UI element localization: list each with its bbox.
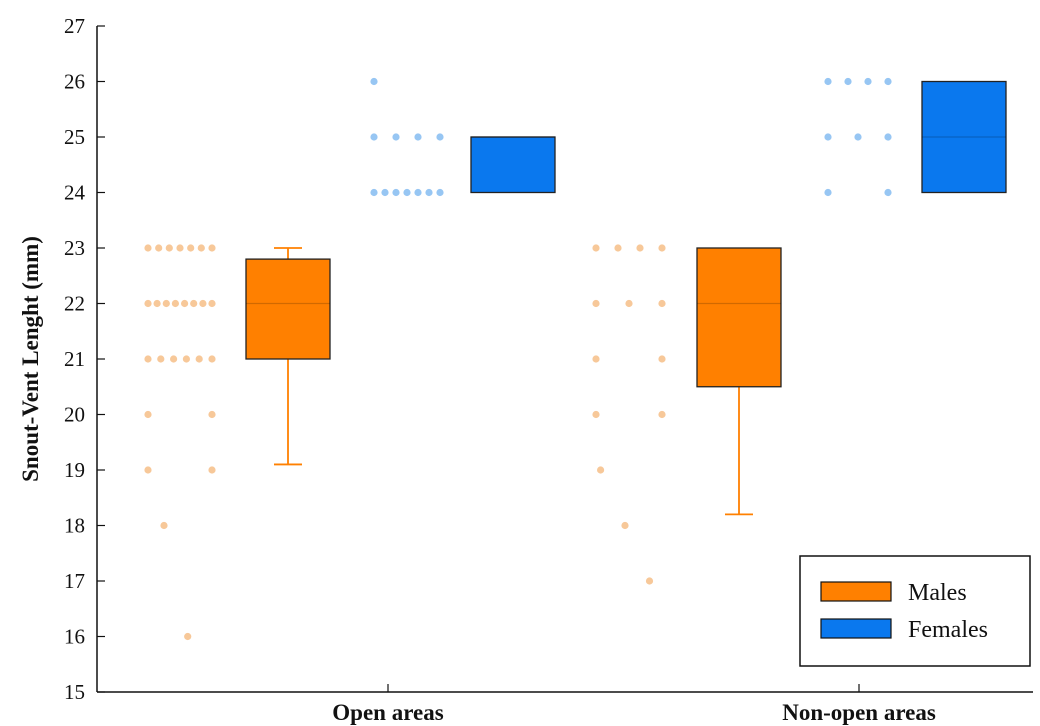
male-data-point <box>181 299 189 308</box>
female-data-point <box>884 77 892 86</box>
female-data-point <box>370 77 378 86</box>
male-data-point <box>144 355 152 363</box>
male-box <box>245 258 331 360</box>
female-data-point <box>436 133 444 141</box>
male-data-point <box>170 355 178 363</box>
y-tick-label: 23 <box>64 236 85 260</box>
male-data-point <box>144 244 152 252</box>
male-data-point <box>199 299 207 308</box>
male-data-point <box>165 244 173 252</box>
male-data-point <box>187 244 195 252</box>
x-tick-label: Non-open areas <box>782 700 936 725</box>
y-tick-label: 22 <box>64 292 85 316</box>
female-data-point <box>844 77 852 86</box>
data-points <box>144 77 892 641</box>
male-data-point <box>157 355 165 363</box>
male-data-point <box>144 466 152 474</box>
male-data-point <box>658 355 666 363</box>
axes: 15 16 17 18 19 20 21 22 23 24 25 26 27 Open areas Non-… <box>64 14 1033 725</box>
male-data-point <box>208 244 216 252</box>
male-data-point <box>176 244 184 252</box>
y-tick-label: 19 <box>64 458 85 482</box>
female-data-point <box>403 188 411 197</box>
male-data-point <box>144 410 152 419</box>
male-data-point <box>592 244 600 252</box>
male-data-point <box>597 466 605 474</box>
male-data-point <box>171 299 179 308</box>
y-tick-label: 17 <box>64 569 85 593</box>
female-data-point <box>370 188 378 197</box>
female-data-point <box>824 133 832 141</box>
male-data-point <box>592 410 600 419</box>
male-data-point <box>592 355 600 363</box>
legend-swatch-males <box>820 581 892 602</box>
male-data-point <box>625 299 633 308</box>
female-data-point <box>436 188 444 197</box>
legend-swatch-females <box>820 618 892 639</box>
male-data-point <box>155 244 163 252</box>
male-data-point <box>208 299 216 308</box>
female-data-point <box>392 133 400 141</box>
male-data-point <box>182 355 190 363</box>
male-data-point <box>658 299 666 308</box>
male-data-point <box>658 410 666 419</box>
male-data-point <box>208 355 216 363</box>
female-data-point <box>854 133 862 141</box>
male-box <box>696 247 782 388</box>
male-data-point <box>208 466 216 474</box>
male-data-point <box>153 299 161 308</box>
boxes <box>245 80 1007 516</box>
male-data-point <box>208 410 216 419</box>
y-tick-label: 20 <box>64 403 85 427</box>
legend-label-males: Males <box>908 580 967 606</box>
legend-label-females: Females <box>908 617 988 643</box>
male-data-point <box>144 299 152 308</box>
female-data-point <box>884 188 892 197</box>
legend-frame <box>799 555 1031 667</box>
y-tick-label: 15 <box>64 680 85 704</box>
female-data-point <box>414 188 422 197</box>
female-data-point <box>824 188 832 197</box>
female-data-point <box>392 188 400 197</box>
female-box <box>470 136 556 194</box>
y-tick-label: 27 <box>64 14 85 38</box>
x-tick-label: Open areas <box>332 700 443 725</box>
y-tick-label: 21 <box>64 347 85 371</box>
y-tick-label: 25 <box>64 125 85 149</box>
male-data-point <box>195 355 203 363</box>
male-data-point <box>636 244 644 252</box>
legend: Males Females <box>799 555 1031 667</box>
female-data-point <box>824 77 832 86</box>
male-data-point <box>614 244 622 252</box>
y-tick-label: 16 <box>64 625 85 649</box>
male-data-point <box>160 521 168 530</box>
female-data-point <box>884 133 892 141</box>
male-data-point <box>197 244 205 252</box>
male-data-point <box>645 577 654 585</box>
female-data-point <box>864 77 872 86</box>
y-tick-label: 18 <box>64 514 85 538</box>
y-tick-label: 24 <box>64 181 86 205</box>
male-data-point <box>162 299 170 308</box>
male-data-point <box>190 299 198 308</box>
female-box <box>921 80 1007 194</box>
male-data-point <box>658 244 666 252</box>
female-data-point <box>414 133 422 141</box>
y-axis-title: Snout-Vent Lenght (mm) <box>18 236 43 482</box>
female-data-point <box>425 188 433 197</box>
female-data-point <box>381 188 389 197</box>
y-tick-label: 26 <box>64 70 85 94</box>
male-data-point <box>621 521 629 530</box>
male-data-point <box>184 632 192 641</box>
male-data-point <box>592 299 600 308</box>
female-data-point <box>370 133 378 141</box>
